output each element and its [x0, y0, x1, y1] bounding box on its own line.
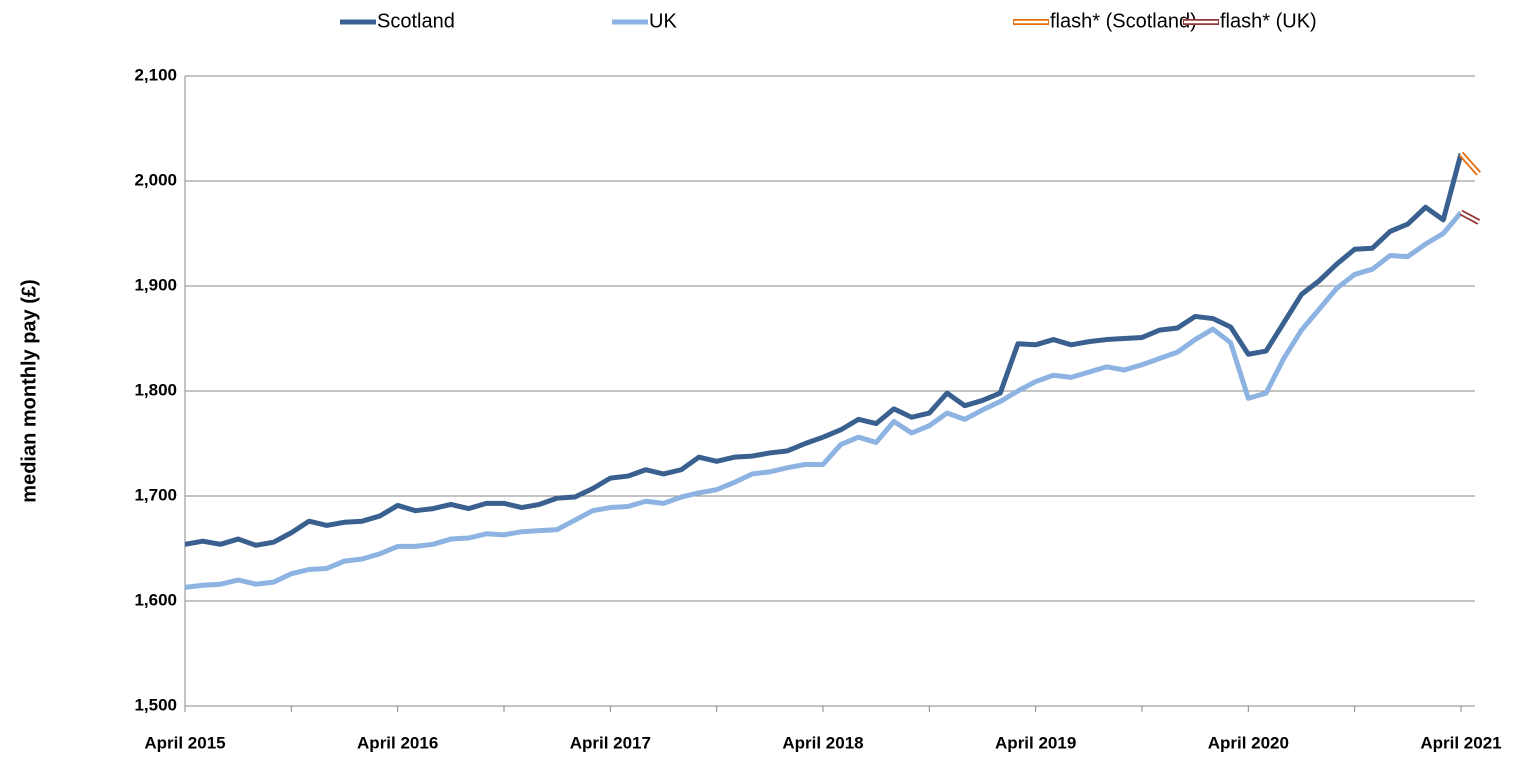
- x-tick-label: April 2018: [782, 733, 863, 752]
- x-tick-label: April 2015: [144, 733, 225, 752]
- x-tick-label: April 2020: [1208, 733, 1289, 752]
- y-tick-label: 1,700: [134, 485, 177, 504]
- x-tick-label: April 2019: [995, 733, 1076, 752]
- series-line: [184, 153, 1464, 548]
- y-tick-label: 2,000: [134, 170, 177, 189]
- y-tick-label: 1,900: [134, 275, 177, 294]
- legend-label: flash* (Scotland): [1050, 10, 1197, 32]
- series-line-inner: [1460, 152, 1480, 175]
- x-tick-label: April 2021: [1420, 733, 1501, 752]
- legend-label: UK: [649, 10, 677, 32]
- y-tick-label: 2,100: [134, 65, 177, 84]
- series-line: [184, 210, 1463, 590]
- legend-label: Scotland: [377, 10, 455, 32]
- y-tick-label: 1,600: [134, 590, 177, 609]
- y-tick-label: 1,800: [134, 380, 177, 399]
- y-tick-label: 1,500: [134, 695, 177, 714]
- series-line-inner: [1460, 211, 1480, 224]
- x-tick-label: April 2017: [570, 733, 651, 752]
- x-tick-label: April 2016: [357, 733, 438, 752]
- legend-label: flash* (UK): [1220, 10, 1317, 32]
- y-axis-title: median monthly pay (£): [18, 279, 40, 502]
